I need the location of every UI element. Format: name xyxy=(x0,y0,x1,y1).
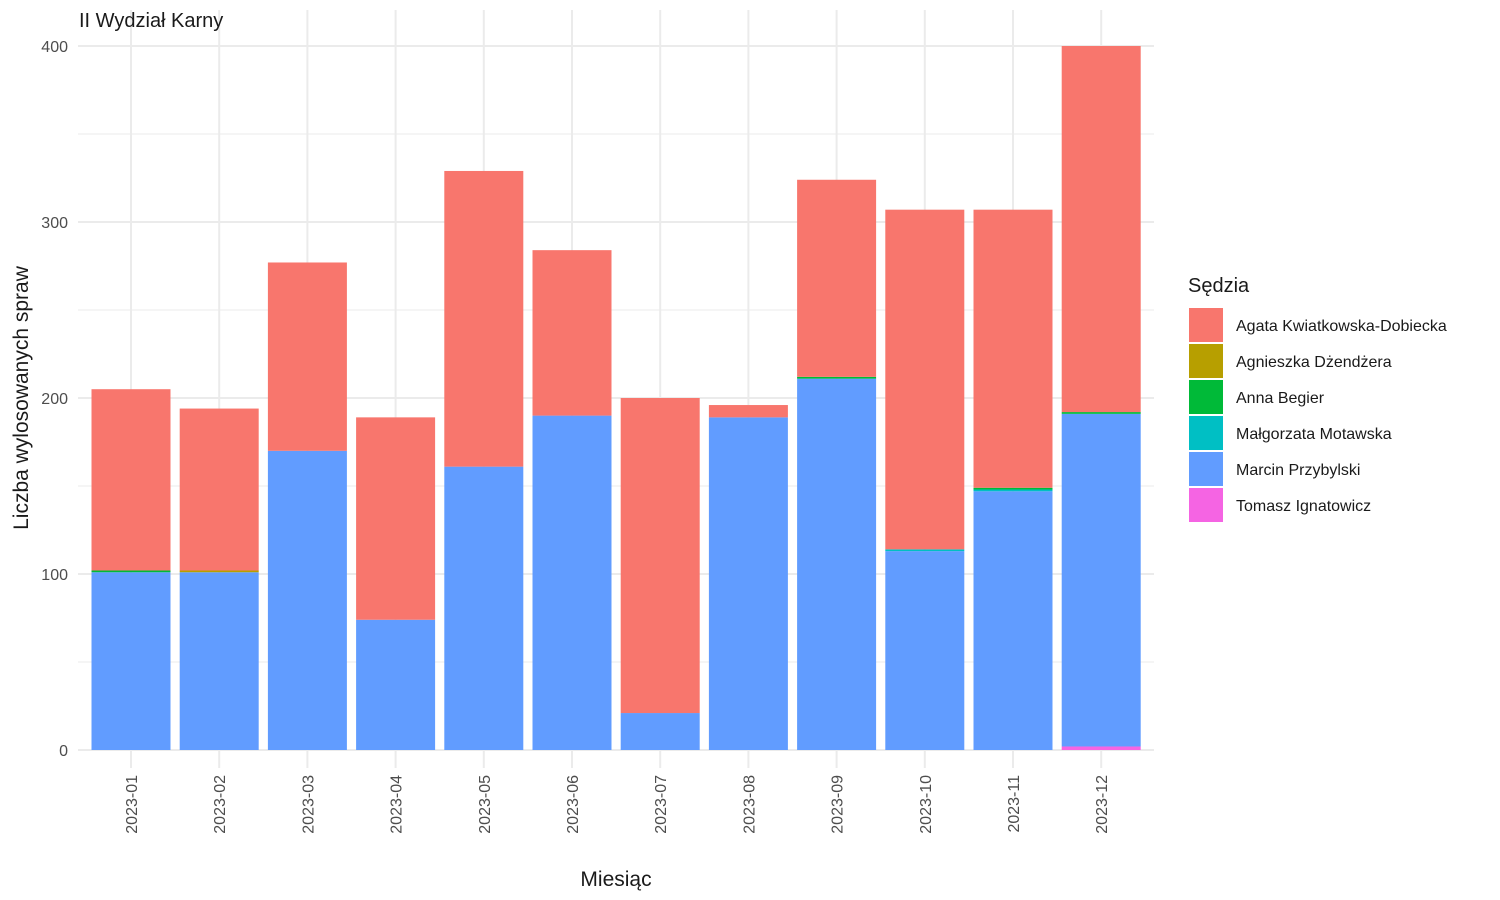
y-axis-title: Liczba wylosowanych spraw xyxy=(10,265,33,530)
y-tick-label: 0 xyxy=(59,743,68,760)
bar-segment-2023-10-5 xyxy=(885,551,965,750)
y-tick-label: 300 xyxy=(41,215,68,232)
bar-segment-2023-12-6 xyxy=(1061,746,1141,750)
bar-segment-2023-01-3 xyxy=(91,570,171,573)
legend-swatch xyxy=(1189,344,1223,378)
x-tick-label: 2023-03 xyxy=(300,775,317,834)
bar-segment-2023-03-1 xyxy=(267,262,347,451)
bar-segment-2023-11-3 xyxy=(973,487,1053,490)
bar-segment-2023-09-5 xyxy=(797,378,877,750)
legend-label: Agnieszka Dżendżera xyxy=(1236,354,1392,371)
bar-segment-2023-05-5 xyxy=(444,466,524,750)
legend-label: Małgorzata Motawska xyxy=(1236,426,1392,443)
legend-items: Agata Kwiatkowska-Dobiecka Agnieszka Dżen… xyxy=(1189,308,1447,522)
x-axis-ticks: 2023-01 2023-02 2023-03 2023-04 2023-05 2023-… xyxy=(124,775,1111,834)
bar-segment-2023-09-3 xyxy=(797,376,877,379)
legend-label: Tomasz Ignatowicz xyxy=(1236,498,1371,515)
bar-segment-2023-05-1 xyxy=(444,170,524,467)
bar-segment-2023-06-1 xyxy=(532,250,612,416)
legend-title: Sędzia xyxy=(1188,275,1250,297)
legend-swatch xyxy=(1189,380,1223,414)
bar-segment-2023-08-5 xyxy=(708,417,788,750)
legend-swatch xyxy=(1189,488,1223,522)
bars xyxy=(91,46,1141,750)
bar-segment-2023-11-4 xyxy=(973,489,1053,492)
bar-segment-2023-02-2 xyxy=(179,570,259,573)
legend-label: Marcin Przybylski xyxy=(1236,462,1360,479)
x-axis-title: Miesiąc xyxy=(580,868,651,891)
x-tick-label: 2023-05 xyxy=(477,775,494,834)
x-tick-label: 2023-02 xyxy=(212,775,229,834)
x-tick-label: 2023-11 xyxy=(1006,775,1023,833)
bar-segment-2023-03-5 xyxy=(267,450,347,750)
bar-segment-2023-07-1 xyxy=(620,398,700,714)
bar-segment-2023-07-5 xyxy=(620,713,700,750)
y-tick-label: 200 xyxy=(41,391,68,408)
bar-segment-2023-09-1 xyxy=(797,179,877,377)
legend: Sędzia Agata Kwiatkowska-Dobiecka Agniesz… xyxy=(1188,275,1447,522)
x-tick-label: 2023-12 xyxy=(1094,775,1111,834)
bar-segment-2023-08-1 xyxy=(708,405,788,418)
bar-segment-2023-01-5 xyxy=(91,572,171,750)
y-tick-label: 100 xyxy=(41,567,68,584)
bar-segment-2023-12-1 xyxy=(1061,46,1141,413)
bar-segment-2023-10-1 xyxy=(885,209,965,550)
x-tick-label: 2023-01 xyxy=(124,775,141,834)
chart-title: II Wydział Karny xyxy=(79,10,223,32)
bar-segment-2023-11-5 xyxy=(973,491,1053,750)
bar-segment-2023-10-4 xyxy=(885,549,965,552)
bar-segment-2023-06-5 xyxy=(532,415,612,750)
bar-segment-2023-12-5 xyxy=(1061,413,1141,747)
bar-segment-2023-12-3 xyxy=(1061,412,1141,414)
bar-segment-2023-02-1 xyxy=(179,408,259,571)
bar-segment-2023-04-1 xyxy=(356,417,436,620)
legend-label: Agata Kwiatkowska-Dobiecka xyxy=(1236,318,1447,335)
y-axis-ticks: 0 100 200 300 400 xyxy=(41,39,68,760)
bar-segment-2023-02-5 xyxy=(179,572,259,750)
x-tick-label: 2023-06 xyxy=(565,775,582,834)
legend-swatch xyxy=(1189,308,1223,342)
legend-swatch xyxy=(1189,452,1223,486)
bar-segment-2023-11-1 xyxy=(973,209,1053,488)
legend-swatch xyxy=(1189,416,1223,450)
x-tick-label: 2023-10 xyxy=(918,775,935,834)
y-tick-label: 400 xyxy=(41,39,68,56)
bar-segment-2023-01-1 xyxy=(91,389,171,571)
x-tick-label: 2023-08 xyxy=(741,775,758,834)
x-tick-label: 2023-04 xyxy=(389,775,406,834)
legend-label: Anna Begier xyxy=(1236,390,1325,407)
x-tick-label: 2023-09 xyxy=(830,775,847,834)
x-tick-label: 2023-07 xyxy=(653,775,670,834)
bar-segment-2023-04-5 xyxy=(356,619,436,750)
